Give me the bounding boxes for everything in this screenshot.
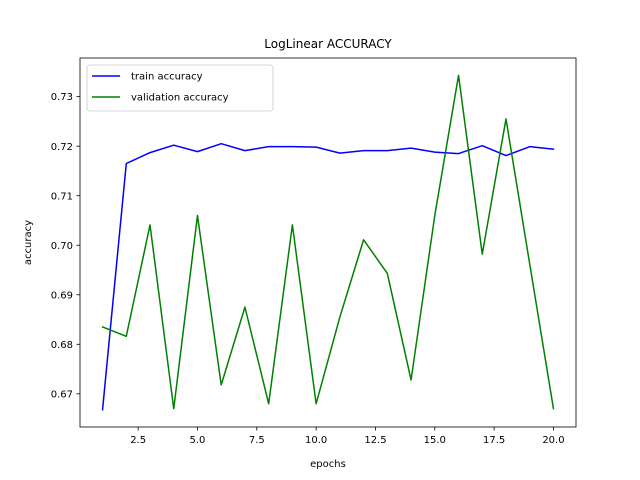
x-tick-label: 20.0 (542, 435, 564, 446)
series-line-validation-accuracy (101, 74, 555, 410)
y-tick-label: 0.73 (51, 92, 73, 103)
y-tick-label: 0.67 (51, 389, 73, 400)
x-tick-label: 17.5 (483, 435, 505, 446)
legend: train accuracy validation accuracy (86, 64, 274, 112)
x-tick-label: 15.0 (424, 435, 446, 446)
y-axis-label: accuracy (23, 220, 34, 265)
y-tick-label: 0.69 (51, 290, 73, 301)
legend-box (86, 64, 274, 112)
y-tick-label: 0.68 (51, 340, 73, 351)
series-line-train-accuracy (101, 142, 555, 411)
x-axis-ticks: 2.5 5.0 7.5 10.0 12.5 15.0 17.5 20.0 (130, 427, 565, 446)
plot-lines (101, 74, 555, 411)
x-tick-label: 12.5 (364, 435, 386, 446)
plot-area-frame (79, 57, 577, 428)
legend-label: train accuracy (131, 72, 203, 83)
y-axis-ticks: 0.67 0.68 0.69 0.70 0.71 0.72 0.73 (51, 92, 80, 400)
y-tick-label: 0.70 (51, 241, 73, 252)
x-tick-label: 7.5 (249, 435, 265, 446)
chart-title: LogLinear ACCURACY (264, 37, 392, 51)
x-axis-label: epochs (310, 459, 346, 470)
y-tick-label: 0.72 (51, 142, 73, 153)
x-tick-label: 10.0 (305, 435, 327, 446)
y-tick-label: 0.71 (51, 191, 73, 202)
x-tick-label: 2.5 (130, 435, 146, 446)
legend-label: validation accuracy (131, 93, 229, 104)
x-tick-label: 5.0 (190, 435, 206, 446)
